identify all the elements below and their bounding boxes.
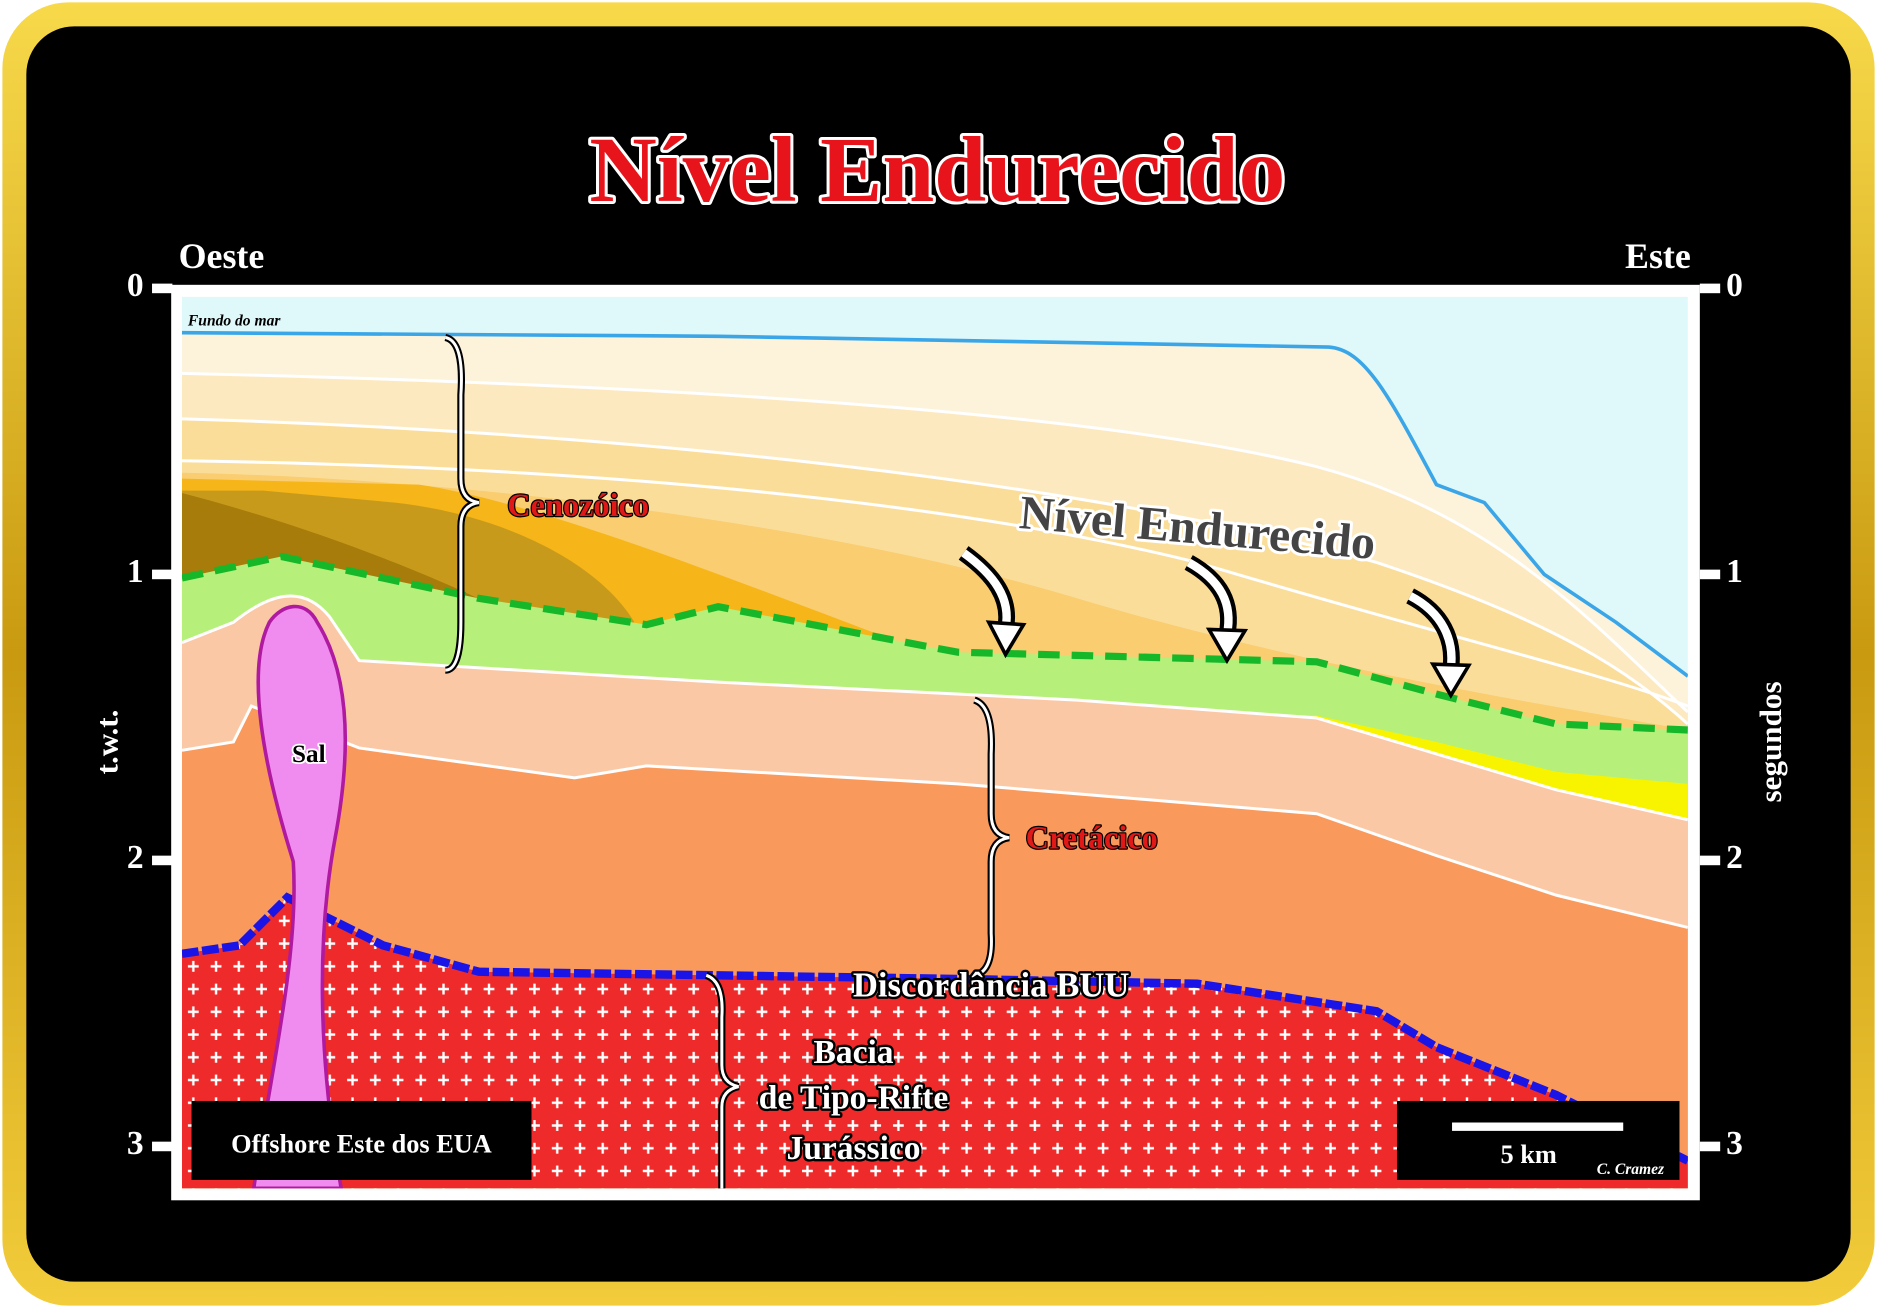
scale-box	[1396, 1100, 1680, 1180]
salt-label: Sal	[292, 741, 326, 768]
author: C. Cramez	[1597, 1161, 1664, 1178]
tick-mark	[1699, 855, 1721, 866]
hardground-line	[181, 552, 1688, 734]
braces	[444, 333, 1010, 1189]
unconformity-line	[181, 892, 1688, 1165]
tick-mark	[152, 569, 173, 580]
tick-label: 2	[1726, 839, 1743, 876]
tick-label: 3	[127, 1125, 144, 1162]
rift-label: de Tipo-Rifte	[759, 1080, 949, 1117]
tick-label: 1	[1726, 553, 1743, 590]
tick-mark	[152, 1141, 173, 1152]
horizon	[181, 459, 1688, 708]
right-axis-label: segundos	[1753, 681, 1788, 802]
horizon	[181, 704, 1688, 929]
scale-bar	[1452, 1122, 1624, 1131]
rift-label: Bacia	[813, 1034, 893, 1071]
location-label: Offshore Este dos EUA	[231, 1129, 492, 1158]
rift-basin	[181, 897, 1688, 1189]
left-axis-label: t.w.t.	[89, 710, 124, 775]
tick-mark	[152, 283, 173, 294]
west-label: Oeste	[179, 236, 265, 276]
horizon	[181, 594, 1688, 822]
arrows	[958, 546, 1472, 699]
horizon	[181, 417, 1688, 726]
scale-label: 5 km	[1500, 1140, 1556, 1169]
cenozoic-label: Cenozóico	[507, 487, 649, 523]
rift-label: Jurássico	[786, 1130, 920, 1167]
cretaceous-label: Cretácico	[1026, 820, 1158, 856]
tick-label: 3	[1726, 1125, 1743, 1162]
unconformity-label: Discordância BUU	[853, 965, 1130, 1004]
tick-mark	[1699, 1141, 1721, 1152]
east-label: Este	[1625, 236, 1691, 276]
salt-diapir	[251, 604, 348, 1189]
horizon	[181, 371, 1688, 714]
tick-label: 0	[1726, 267, 1743, 304]
location-box	[191, 1100, 532, 1180]
seafloor-line	[181, 330, 1688, 678]
title: Nível Endurecido	[589, 119, 1285, 222]
tick-label: 0	[127, 267, 144, 304]
tick-label: 2	[127, 839, 144, 876]
tick-mark	[152, 855, 173, 866]
seafloor-label: Fundo do mar	[187, 312, 281, 329]
section	[181, 296, 1688, 1189]
tick-label: 1	[127, 553, 144, 590]
tick-mark	[1699, 569, 1721, 580]
tick-mark	[1699, 283, 1721, 294]
